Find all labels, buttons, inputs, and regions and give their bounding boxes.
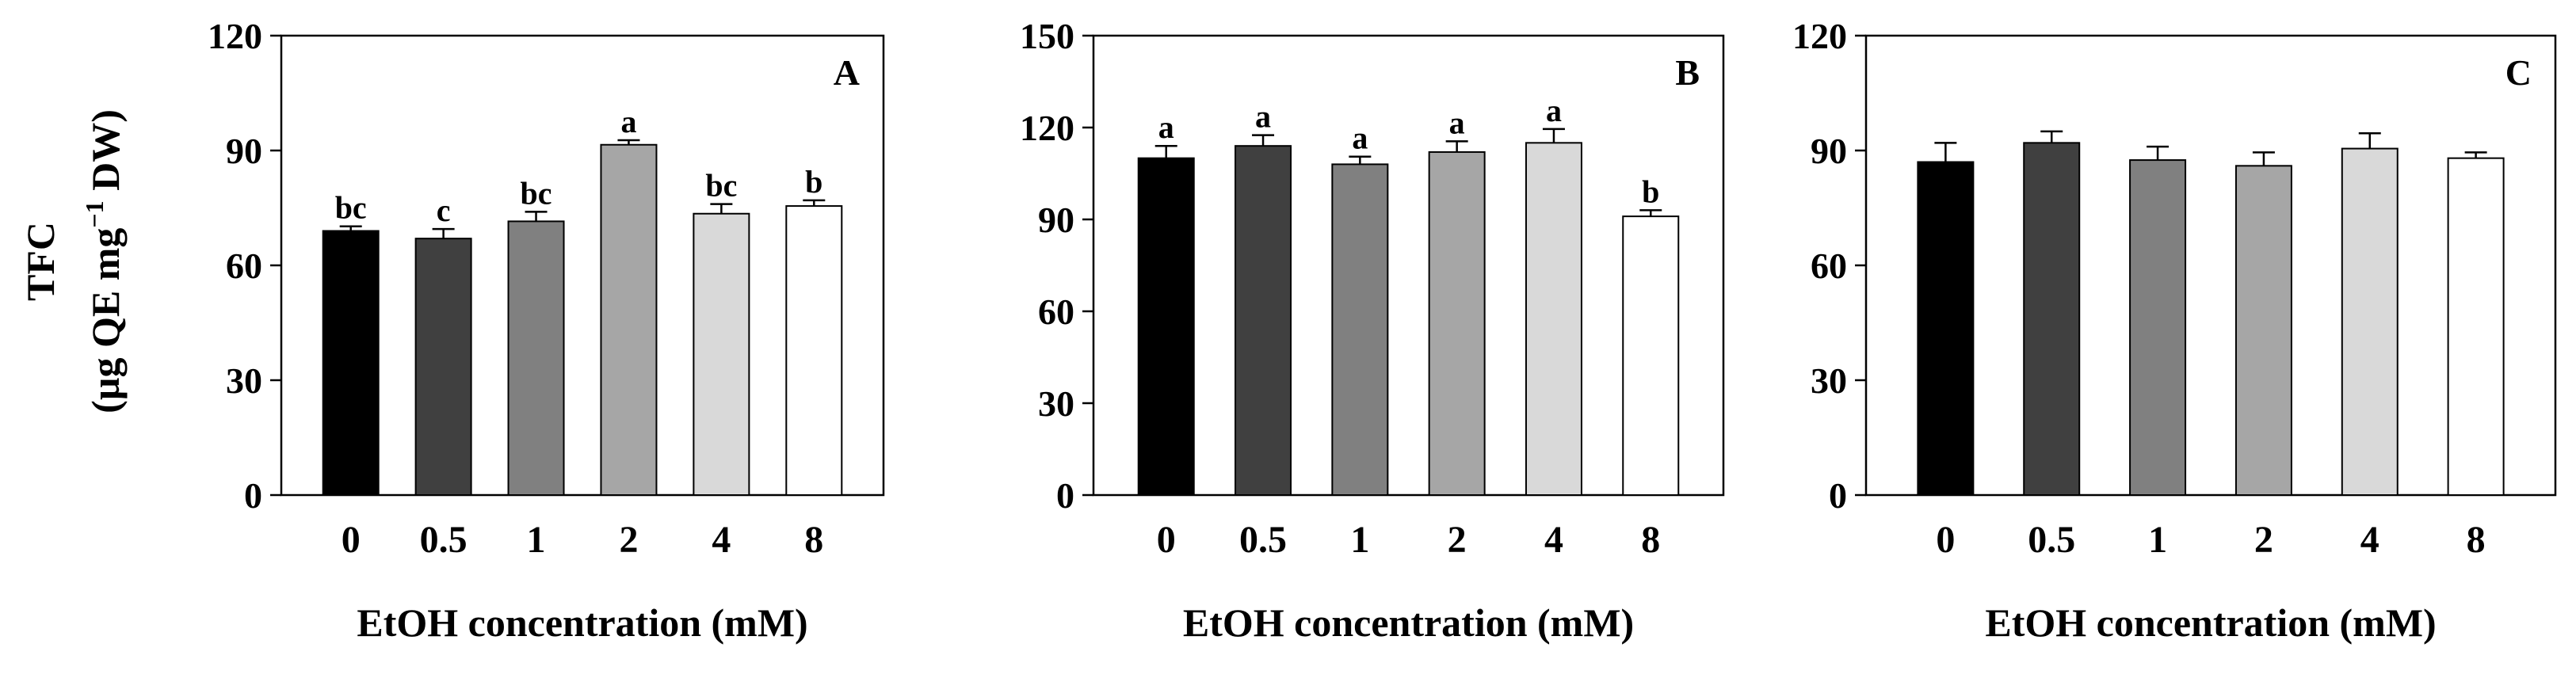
- panel-label: A: [834, 52, 860, 93]
- y-tick-label: 60: [1811, 246, 1847, 286]
- y-axis-title-line2: (µg QE mg−1 DW): [80, 109, 128, 413]
- y-tick-label: 120: [1792, 16, 1847, 56]
- bar: [2447, 157, 2505, 497]
- bar: [785, 205, 843, 496]
- bar: [414, 238, 472, 496]
- y-tick-label: 30: [226, 360, 262, 401]
- x-tick-label: 4: [712, 519, 731, 561]
- y-tick-label: 90: [1038, 200, 1074, 240]
- significance-label: bc: [705, 168, 737, 204]
- bar: [2234, 165, 2292, 496]
- significance-label: a: [1352, 120, 1368, 156]
- x-tick-label: 2: [619, 519, 638, 561]
- y-tick-label: 0: [1829, 475, 1847, 516]
- y-tick-label: 30: [1038, 383, 1074, 424]
- x-axis-title: EtOH concentration (mM): [1985, 600, 2436, 645]
- significance-label: b: [1642, 173, 1659, 209]
- plot-frame: [1092, 34, 1725, 497]
- y-tick-label: 60: [1038, 291, 1074, 332]
- bar: [600, 143, 658, 496]
- y-axis-title-prefix: (µg QE mg: [83, 228, 128, 413]
- y-tick-label: 0: [1056, 475, 1074, 516]
- x-tick-label: 1: [2148, 519, 2167, 561]
- x-tick-label: 8: [1641, 519, 1660, 561]
- x-tick-label: 0: [1936, 519, 1955, 561]
- x-tick-label: 0: [342, 519, 361, 561]
- significance-label: a: [1546, 93, 1562, 128]
- y-tick-label: 90: [1811, 131, 1847, 171]
- chart-panel-A: 0 30 60 90 120 Abc 0 c 0.5 bc 1 a 2 bc 4 b 8 EtOH concent…: [208, 16, 885, 645]
- x-tick-label: 0.5: [420, 519, 467, 561]
- y-axis-title-sup: −1: [80, 200, 109, 227]
- y-tick-label: 90: [226, 131, 262, 171]
- significance-label: a: [620, 104, 636, 139]
- bar: [1235, 145, 1292, 496]
- bar: [1917, 161, 1975, 496]
- bar: [2129, 159, 2187, 496]
- bar: [2341, 147, 2399, 496]
- x-tick-label: 0.5: [1239, 519, 1287, 561]
- x-tick-label: 8: [804, 519, 823, 561]
- significance-label: bc: [521, 175, 552, 211]
- significance-label: a: [1449, 105, 1465, 140]
- bar: [507, 220, 565, 496]
- bar: [1622, 215, 1680, 496]
- x-tick-label: 4: [1544, 519, 1563, 561]
- significance-label: a: [1255, 99, 1271, 135]
- y-tick-label: 120: [208, 16, 262, 56]
- y-axis-title-suffix: DW): [83, 109, 128, 200]
- y-tick-label: 150: [1020, 16, 1074, 56]
- y-tick-label: 60: [226, 246, 262, 286]
- bar: [1137, 157, 1195, 497]
- bar: [1525, 142, 1582, 496]
- bar: [2023, 142, 2081, 496]
- bar: [1331, 163, 1389, 496]
- y-tick-label: 0: [244, 475, 262, 516]
- x-axis-title: EtOH concentration (mM): [357, 600, 807, 645]
- bar: [1428, 150, 1486, 497]
- significance-label: a: [1158, 109, 1174, 145]
- x-tick-label: 0.5: [2028, 519, 2075, 561]
- bar: [322, 230, 380, 496]
- significance-label: b: [805, 164, 822, 200]
- bar: [693, 212, 750, 496]
- y-tick-label: 120: [1020, 108, 1074, 148]
- x-tick-label: 2: [1448, 519, 1467, 561]
- x-tick-label: 1: [1350, 519, 1369, 561]
- significance-label: bc: [335, 190, 367, 226]
- y-axis-title-line1: TFC: [18, 222, 63, 301]
- x-tick-label: 8: [2467, 519, 2486, 561]
- x-tick-label: 0: [1157, 519, 1176, 561]
- panel-label: B: [1675, 52, 1700, 93]
- x-tick-label: 2: [2254, 519, 2273, 561]
- y-tick-label: 30: [1811, 360, 1847, 401]
- x-tick-label: 4: [2360, 519, 2379, 561]
- x-axis-title: EtOH concentration (mM): [1183, 600, 1634, 645]
- panel-label: C: [2505, 52, 2532, 93]
- chart-panel-C: 0 30 60 90 120 C 0 0.5 1 2 4 8 EtOH concentration (m…: [1792, 16, 2557, 645]
- significance-label: c: [437, 192, 451, 228]
- x-tick-label: 1: [527, 519, 546, 561]
